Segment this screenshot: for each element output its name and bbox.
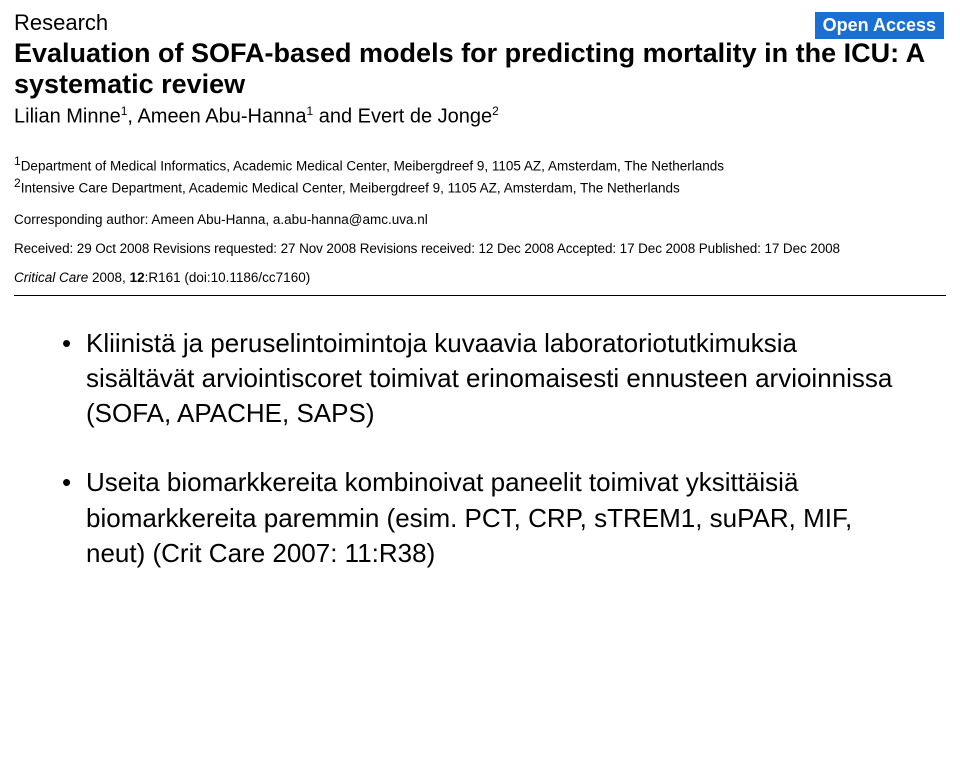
slide-bullets: Kliinistä ja peruselintoimintoja kuvaavi… (62, 326, 906, 571)
divider (14, 295, 946, 296)
affiliation-1-sup: 1 (14, 154, 21, 168)
citation-rest: :R161 (doi:10.1186/cc7160) (145, 270, 311, 285)
affiliation-1: 1Department of Medical Informatics, Acad… (14, 153, 946, 176)
publication-dates: Received: 29 Oct 2008 Revisions requeste… (14, 241, 946, 256)
citation-journal: Critical Care (14, 270, 88, 285)
citation-year: 2008, (88, 270, 129, 285)
affiliations: 1Department of Medical Informatics, Acad… (14, 153, 946, 198)
author-3-sup: 2 (492, 104, 499, 118)
citation-volume: 12 (130, 270, 145, 285)
header-row: Research Open Access (14, 10, 946, 36)
section-label: Research (14, 10, 946, 36)
bullet-item-2: Useita biomarkkereita kombinoivat paneel… (62, 465, 906, 570)
affiliation-2-sup: 2 (14, 176, 21, 190)
author-sep-1: , (127, 106, 137, 128)
open-access-badge: Open Access (815, 12, 944, 39)
author-list: Lilian Minne1, Ameen Abu-Hanna1 and Ever… (14, 104, 946, 129)
bullet-item-1: Kliinistä ja peruselintoimintoja kuvaavi… (62, 326, 906, 431)
page-root: Research Open Access Evaluation of SOFA-… (0, 0, 960, 758)
corresponding-author: Corresponding author: Ameen Abu-Hanna, a… (14, 212, 946, 227)
affiliation-2-text: Intensive Care Department, Academic Medi… (21, 181, 680, 196)
affiliation-1-text: Department of Medical Informatics, Acade… (21, 158, 724, 173)
author-3: Evert de Jonge (358, 106, 493, 128)
author-1: Lilian Minne (14, 106, 121, 128)
citation: Critical Care 2008, 12:R161 (doi:10.1186… (14, 270, 946, 285)
author-sep-2: and (313, 106, 357, 128)
affiliation-2: 2Intensive Care Department, Academic Med… (14, 175, 946, 198)
article-title: Evaluation of SOFA-based models for pred… (14, 38, 946, 100)
author-2: Ameen Abu-Hanna (137, 106, 306, 128)
